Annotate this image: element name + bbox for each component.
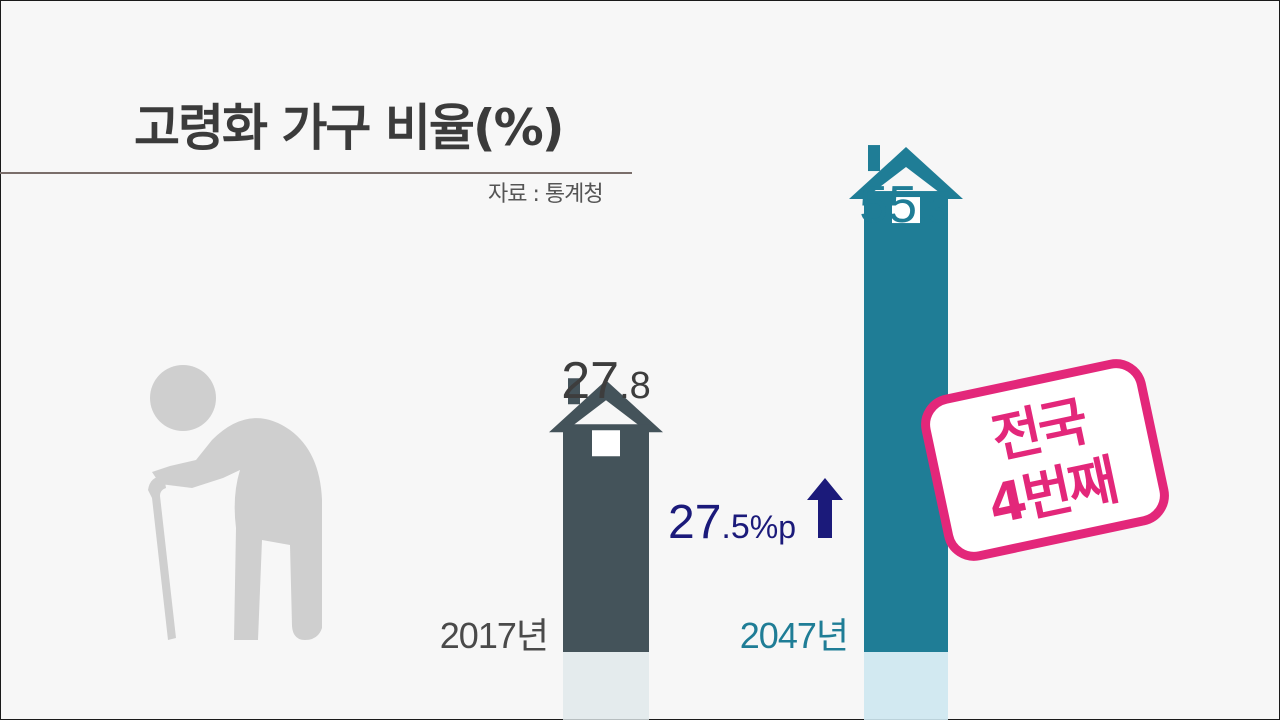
change-unit: %p bbox=[750, 509, 796, 545]
house-window-2047 bbox=[892, 197, 920, 224]
category-label-2047: 2047년 bbox=[740, 615, 848, 656]
change-dec: .5 bbox=[721, 508, 749, 546]
value-dec-2047: .3 bbox=[917, 189, 949, 231]
bar-roof-2017 bbox=[549, 380, 663, 433]
value-label-2047: 55.3 bbox=[859, 176, 949, 234]
value-label-2017: 27.8 bbox=[561, 352, 651, 410]
bar-reflection-2047 bbox=[864, 652, 948, 720]
chart-title: 고령화 가구 비율(%) bbox=[134, 99, 565, 157]
bar-body-2017 bbox=[563, 424, 649, 652]
badge-frame bbox=[921, 359, 1169, 561]
bar-2017 bbox=[549, 378, 663, 652]
value-int-2047: 55 bbox=[859, 176, 917, 234]
category-label-2017: 2017년 bbox=[440, 615, 548, 656]
source-note: 자료 : 통계청 bbox=[488, 182, 604, 207]
change-label: 27.5%p bbox=[668, 496, 796, 549]
value-int-2017: 27 bbox=[561, 352, 619, 410]
bar-chimney-2047 bbox=[868, 145, 880, 172]
bar-chimney-2017 bbox=[568, 378, 580, 405]
elderly-person-icon bbox=[148, 365, 322, 640]
house-window-2017 bbox=[592, 430, 620, 457]
rank-badge: 전국 4번째 bbox=[921, 359, 1169, 561]
bar-reflection-2017 bbox=[563, 652, 649, 720]
value-dec-2017: .8 bbox=[619, 365, 651, 407]
change-int: 27 bbox=[668, 496, 721, 549]
title-underline bbox=[0, 172, 632, 174]
bar-roof-2047 bbox=[849, 147, 963, 200]
up-arrow-icon bbox=[807, 478, 843, 538]
